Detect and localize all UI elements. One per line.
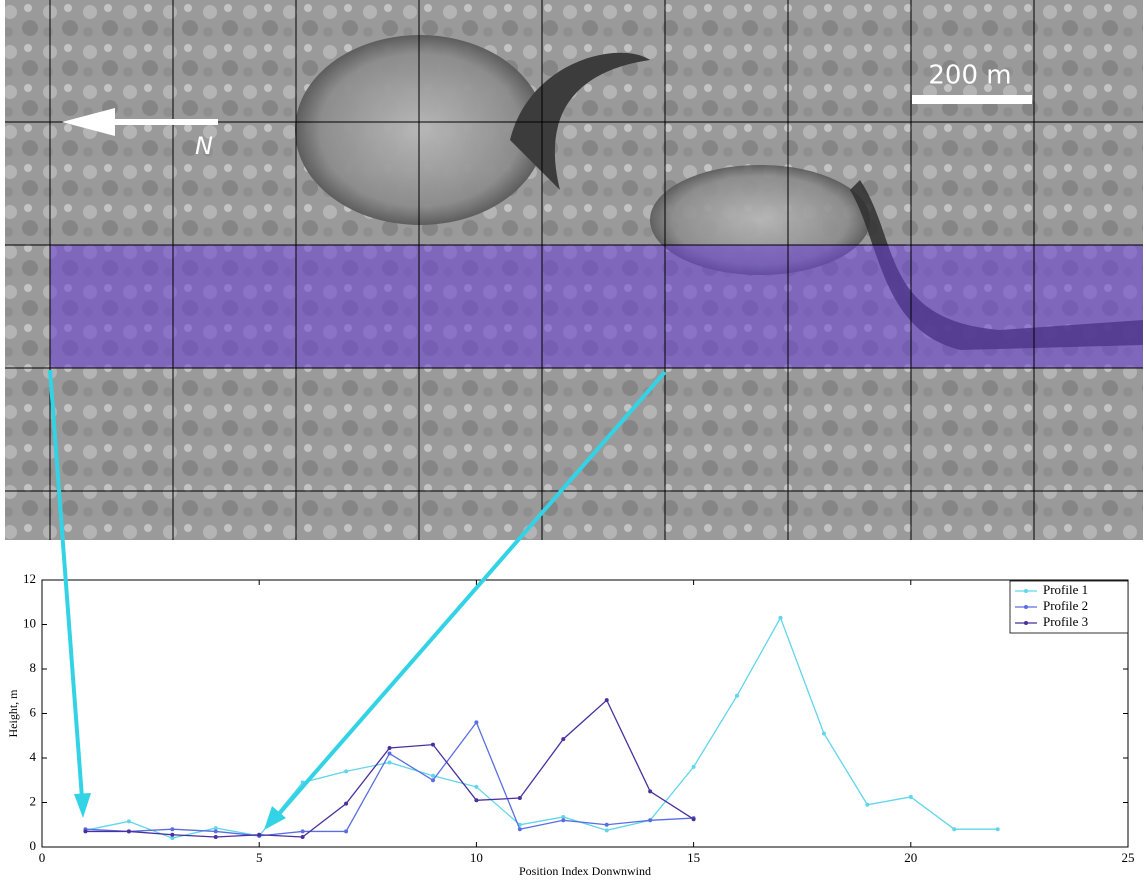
- point: [648, 789, 652, 793]
- legend-label: Profile 3: [1043, 614, 1088, 629]
- point: [388, 760, 392, 764]
- y-tick-label: 6: [30, 704, 37, 719]
- point: [692, 765, 696, 769]
- point: [257, 833, 261, 837]
- point: [474, 720, 478, 724]
- x-tick-label: 5: [256, 850, 263, 865]
- point: [301, 835, 305, 839]
- point: [518, 796, 522, 800]
- point: [214, 835, 218, 839]
- point: [561, 818, 565, 822]
- y-tick-label: 2: [30, 793, 37, 808]
- point: [605, 828, 609, 832]
- point: [344, 802, 348, 806]
- plot-frame: [42, 580, 1128, 847]
- point: [518, 827, 522, 831]
- point: [778, 616, 782, 620]
- scale-label: 200 m: [928, 61, 1011, 91]
- figure: 200 m N 0 5 10 15 20 25 0 2 4 6 8 10 12 Position Inde…: [0, 0, 1146, 880]
- point: [692, 817, 696, 821]
- x-tick-label: 15: [687, 850, 700, 865]
- legend-marker: [1024, 621, 1028, 625]
- point: [865, 803, 869, 807]
- legend-label: Profile 2: [1043, 598, 1088, 613]
- north-label: N: [195, 132, 213, 160]
- series-line: [85, 722, 693, 835]
- point: [735, 694, 739, 698]
- point: [605, 823, 609, 827]
- series-line: [85, 700, 693, 837]
- point: [605, 698, 609, 702]
- point: [127, 829, 131, 833]
- point: [83, 829, 87, 833]
- point: [344, 769, 348, 773]
- point: [344, 829, 348, 833]
- point: [909, 795, 913, 799]
- x-tick-label: 20: [904, 850, 917, 865]
- y-tick-label: 10: [23, 615, 36, 630]
- point: [388, 746, 392, 750]
- plot: 0 5 10 15 20 25 0 2 4 6 8 10 12 Position Index Donwnw…: [6, 571, 1135, 878]
- series-line: [85, 618, 997, 838]
- legend-label: Profile 1: [1043, 582, 1088, 597]
- point: [127, 819, 131, 823]
- legend-marker: [1024, 589, 1028, 593]
- scale-bar: [912, 95, 1032, 104]
- point: [431, 774, 435, 778]
- x-axis-label: Position Index Donwnwind: [519, 864, 651, 878]
- point: [431, 778, 435, 782]
- point: [301, 829, 305, 833]
- point: [561, 737, 565, 741]
- y-tick-label: 0: [30, 838, 37, 853]
- x-tick-label: 25: [1122, 850, 1135, 865]
- point: [474, 798, 478, 802]
- point: [431, 743, 435, 747]
- point: [388, 752, 392, 756]
- legend-marker: [1024, 605, 1028, 609]
- point: [822, 732, 826, 736]
- y-tick-label: 4: [30, 749, 37, 764]
- point: [952, 827, 956, 831]
- point: [474, 785, 478, 789]
- x-tick-label: 0: [39, 850, 46, 865]
- y-tick-label: 12: [23, 571, 36, 586]
- point: [170, 827, 174, 831]
- point: [648, 818, 652, 822]
- point: [214, 829, 218, 833]
- y-axis-label: Height, m: [6, 689, 20, 738]
- satellite-image: 200 m N: [5, 0, 1143, 540]
- point: [170, 833, 174, 837]
- y-tick-label: 8: [30, 660, 37, 675]
- x-tick-label: 10: [470, 850, 483, 865]
- point: [996, 827, 1000, 831]
